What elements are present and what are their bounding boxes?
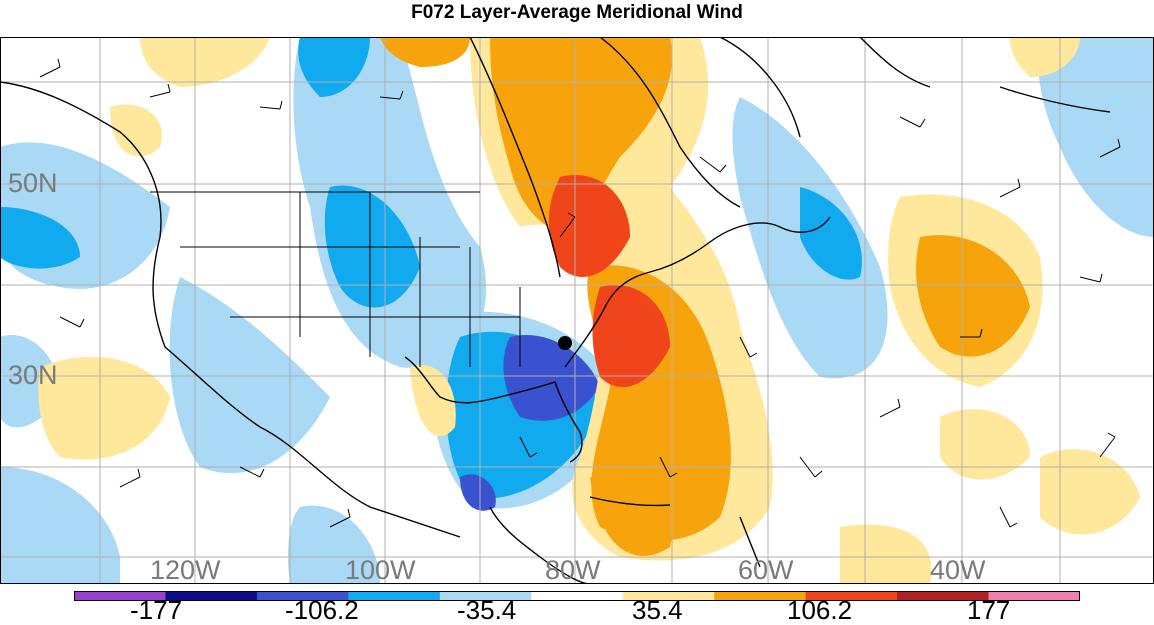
lon-label-120w: 120W [150,555,221,585]
wind-barb-icon [799,456,823,478]
colorbar-label-35: 35.4 [632,595,683,625]
lat-label-30n: 30N [8,360,58,390]
chart-title: F072 Layer-Average Meridional Wind [411,2,743,23]
lon-label-80w: 80W [545,555,601,585]
map-canvas [0,36,1154,585]
colorbar-segment [622,591,715,601]
wind-barbs [39,58,1121,528]
colorbar-segment [897,591,990,601]
colorbar-label-neg177: -177 [130,595,183,625]
wind-barb-icon [559,212,576,238]
map-panel: 50N 30N 120W 100W 80W 60W 40W [0,36,1154,585]
lon-label-60w: 60W [738,555,794,585]
colorbar-label-177: 177 [967,595,1011,625]
wind-barb-icon [239,466,265,478]
lat-lon-grid [0,37,1154,584]
colorbar-segment [256,591,349,601]
wind-barb-icon [1099,432,1116,458]
wind-barb-icon [999,178,1021,198]
wind-barb-icon [739,336,758,358]
wind-barb-icon [899,116,926,128]
wind-barb-icon [999,506,1018,528]
wind-barb-icon [879,398,901,418]
wind-barb-icon [659,456,678,478]
wind-barb-icon [119,468,141,488]
wind-barb-icon [960,328,983,338]
wind-barb-icon [329,508,351,528]
colorbar-segment [988,591,1080,601]
wind-barb-icon [149,83,171,98]
wind-barb-icon [1099,138,1121,158]
wind-barb-icon [699,156,727,173]
wind-barb-icon [1079,273,1103,283]
wind-barb-icon [259,100,283,110]
coastlines [0,36,1111,585]
lon-label-40w: 40W [930,555,986,585]
lon-label-100w: 100W [345,555,416,585]
colorbar-segment [805,591,898,601]
colorbar-segment [165,591,258,601]
colorbar-label-neg106: -106.2 [285,595,359,625]
colorbar-segment [714,591,807,601]
colorbar-segment [439,591,532,601]
state-borders [150,191,521,367]
station-marker [558,336,572,350]
wind-barb-icon [379,90,404,100]
colorbar [74,591,1080,601]
wind-barb-icon [39,58,61,78]
wind-barb-icon [59,316,85,328]
colorbar-segment [348,591,441,601]
colorbar-label-neg35: -35.4 [457,595,517,625]
colorbar-label-106: 106.2 [787,595,853,625]
colorbar-segment [531,591,624,601]
colorbar-segment [74,591,166,601]
lat-label-50n: 50N [8,168,58,198]
wind-barb-icon [519,436,538,458]
